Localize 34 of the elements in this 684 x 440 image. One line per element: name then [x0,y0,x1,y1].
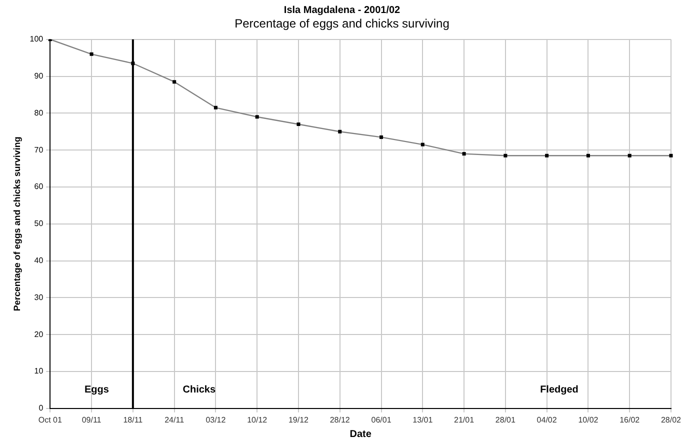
x-axis-title: Date [350,428,372,440]
x-tick-label: 10/02 [578,415,599,424]
x-tick-label: 13/01 [412,415,434,424]
x-tick-label: 06/01 [371,415,392,424]
chart-title: Isla Magdalena - 2001/02 [284,4,401,16]
y-tick-label: 0 [38,404,44,413]
x-tick-label: 10/12 [247,415,268,424]
y-tick-label: 10 [34,366,44,376]
y-tick-label: 30 [34,292,44,302]
x-tick-label: 04/02 [536,415,558,424]
y-axis-title: Percentage of eggs and chicks surviving [12,136,22,312]
x-tick-label: 18/11 [123,415,144,424]
x-tick-label: 19/12 [288,415,310,424]
y-tick-label: 20 [34,330,44,339]
x-tick-label: 16/02 [620,415,640,424]
y-tick-label: 80 [34,108,44,118]
y-tick-label: 40 [34,256,44,266]
y-tick-label: 70 [34,145,44,154]
chart-subtitle: Percentage of eggs and chicks surviving [234,16,450,31]
annotation: Eggs [84,384,110,396]
annotation: Chicks [182,384,216,396]
annotation: Fledged [540,384,578,396]
x-tick-label: 24/11 [164,415,185,424]
y-tick-label: 60 [34,182,44,192]
x-tick-label: Oct 01 [38,415,62,424]
x-tick-label: 21/01 [454,415,475,424]
x-tick-label: 09/11 [82,415,102,424]
x-tick-label: 28/01 [495,415,516,424]
y-tick-label: 50 [34,219,44,228]
x-tick-label: 28/12 [330,415,350,424]
y-tick-label: 100 [30,34,44,44]
x-tick-label: 03/12 [206,415,226,424]
y-tick-label: 90 [34,72,44,81]
x-tick-label: 28/02 [660,415,682,424]
